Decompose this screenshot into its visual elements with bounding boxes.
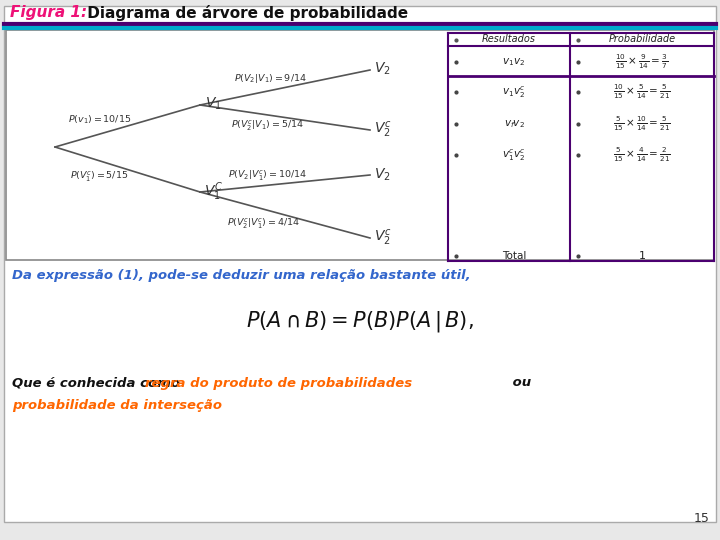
Text: Da expressão (1), pode-se deduzir uma relação bastante útil,: Da expressão (1), pode-se deduzir uma re… [12, 268, 471, 281]
Text: $P(V_2|V_1)=9/14$: $P(V_2|V_1)=9/14$ [233, 72, 307, 85]
Text: $P(V_2^c|V_1)=5/14$: $P(V_2^c|V_1)=5/14$ [230, 118, 303, 133]
Text: $V_2^c$: $V_2^c$ [374, 120, 392, 140]
Text: Diagrama de árvore de probabilidade: Diagrama de árvore de probabilidade [82, 5, 408, 21]
Text: 15: 15 [694, 511, 710, 524]
Text: $V_1$: $V_1$ [205, 96, 222, 112]
Text: $\frac{10}{15}\times\frac{9}{14}=\frac{3}{7}$: $\frac{10}{15}\times\frac{9}{14}=\frac{3… [616, 53, 669, 71]
Text: regra do produto de probabilidades: regra do produto de probabilidades [145, 376, 412, 389]
Text: $V_2$: $V_2$ [374, 61, 391, 77]
Text: $v_1v_2$: $v_1v_2$ [503, 56, 526, 68]
Text: Probabilidade: Probabilidade [608, 35, 675, 44]
FancyBboxPatch shape [4, 6, 716, 522]
Text: $P(v_1)=10/15$: $P(v_1)=10/15$ [68, 114, 131, 126]
Text: $V_2$: $V_2$ [374, 167, 391, 183]
Text: $v_1^cv_2^c$: $v_1^cv_2^c$ [503, 147, 526, 163]
Text: $\frac{10}{15}\times\frac{5}{14}=\frac{5}{21}$: $\frac{10}{15}\times\frac{5}{14}=\frac{5… [613, 83, 671, 101]
Text: $P(V_1^c)=5/15$: $P(V_1^c)=5/15$ [71, 169, 129, 184]
Text: $V_1^C$: $V_1^C$ [204, 181, 223, 203]
Text: $\frac{5}{15}\times\frac{10}{14}=\frac{5}{21}$: $\frac{5}{15}\times\frac{10}{14}=\frac{5… [613, 115, 671, 133]
FancyBboxPatch shape [6, 30, 714, 260]
Text: $v_fv_2$: $v_fv_2$ [503, 118, 524, 130]
Text: Total: Total [502, 251, 526, 261]
Text: $\frac{5}{15}\times\frac{4}{14}=\frac{2}{21}$: $\frac{5}{15}\times\frac{4}{14}=\frac{2}… [613, 146, 671, 164]
Text: Que é conhecida como: Que é conhecida como [12, 376, 184, 389]
Text: $P(V_2^c|V_1^c)= 4/14$: $P(V_2^c|V_1^c)= 4/14$ [227, 217, 300, 231]
Text: $V_2^c$: $V_2^c$ [374, 228, 392, 248]
Text: probabilidade da interseção: probabilidade da interseção [12, 399, 222, 411]
Text: ou: ou [508, 376, 531, 389]
Text: $v_1v_2^c$: $v_1v_2^c$ [503, 84, 526, 100]
Text: Resultados: Resultados [482, 35, 536, 44]
Text: Figura 1:: Figura 1: [10, 5, 87, 21]
Text: $P(A \cap B) = P(B)P(A\,|\,B),$: $P(A \cap B) = P(B)P(A\,|\,B),$ [246, 309, 474, 334]
Text: $P(V_2|V_1^c)=10/14$: $P(V_2|V_1^c)=10/14$ [228, 168, 307, 183]
Text: 1: 1 [639, 251, 646, 261]
